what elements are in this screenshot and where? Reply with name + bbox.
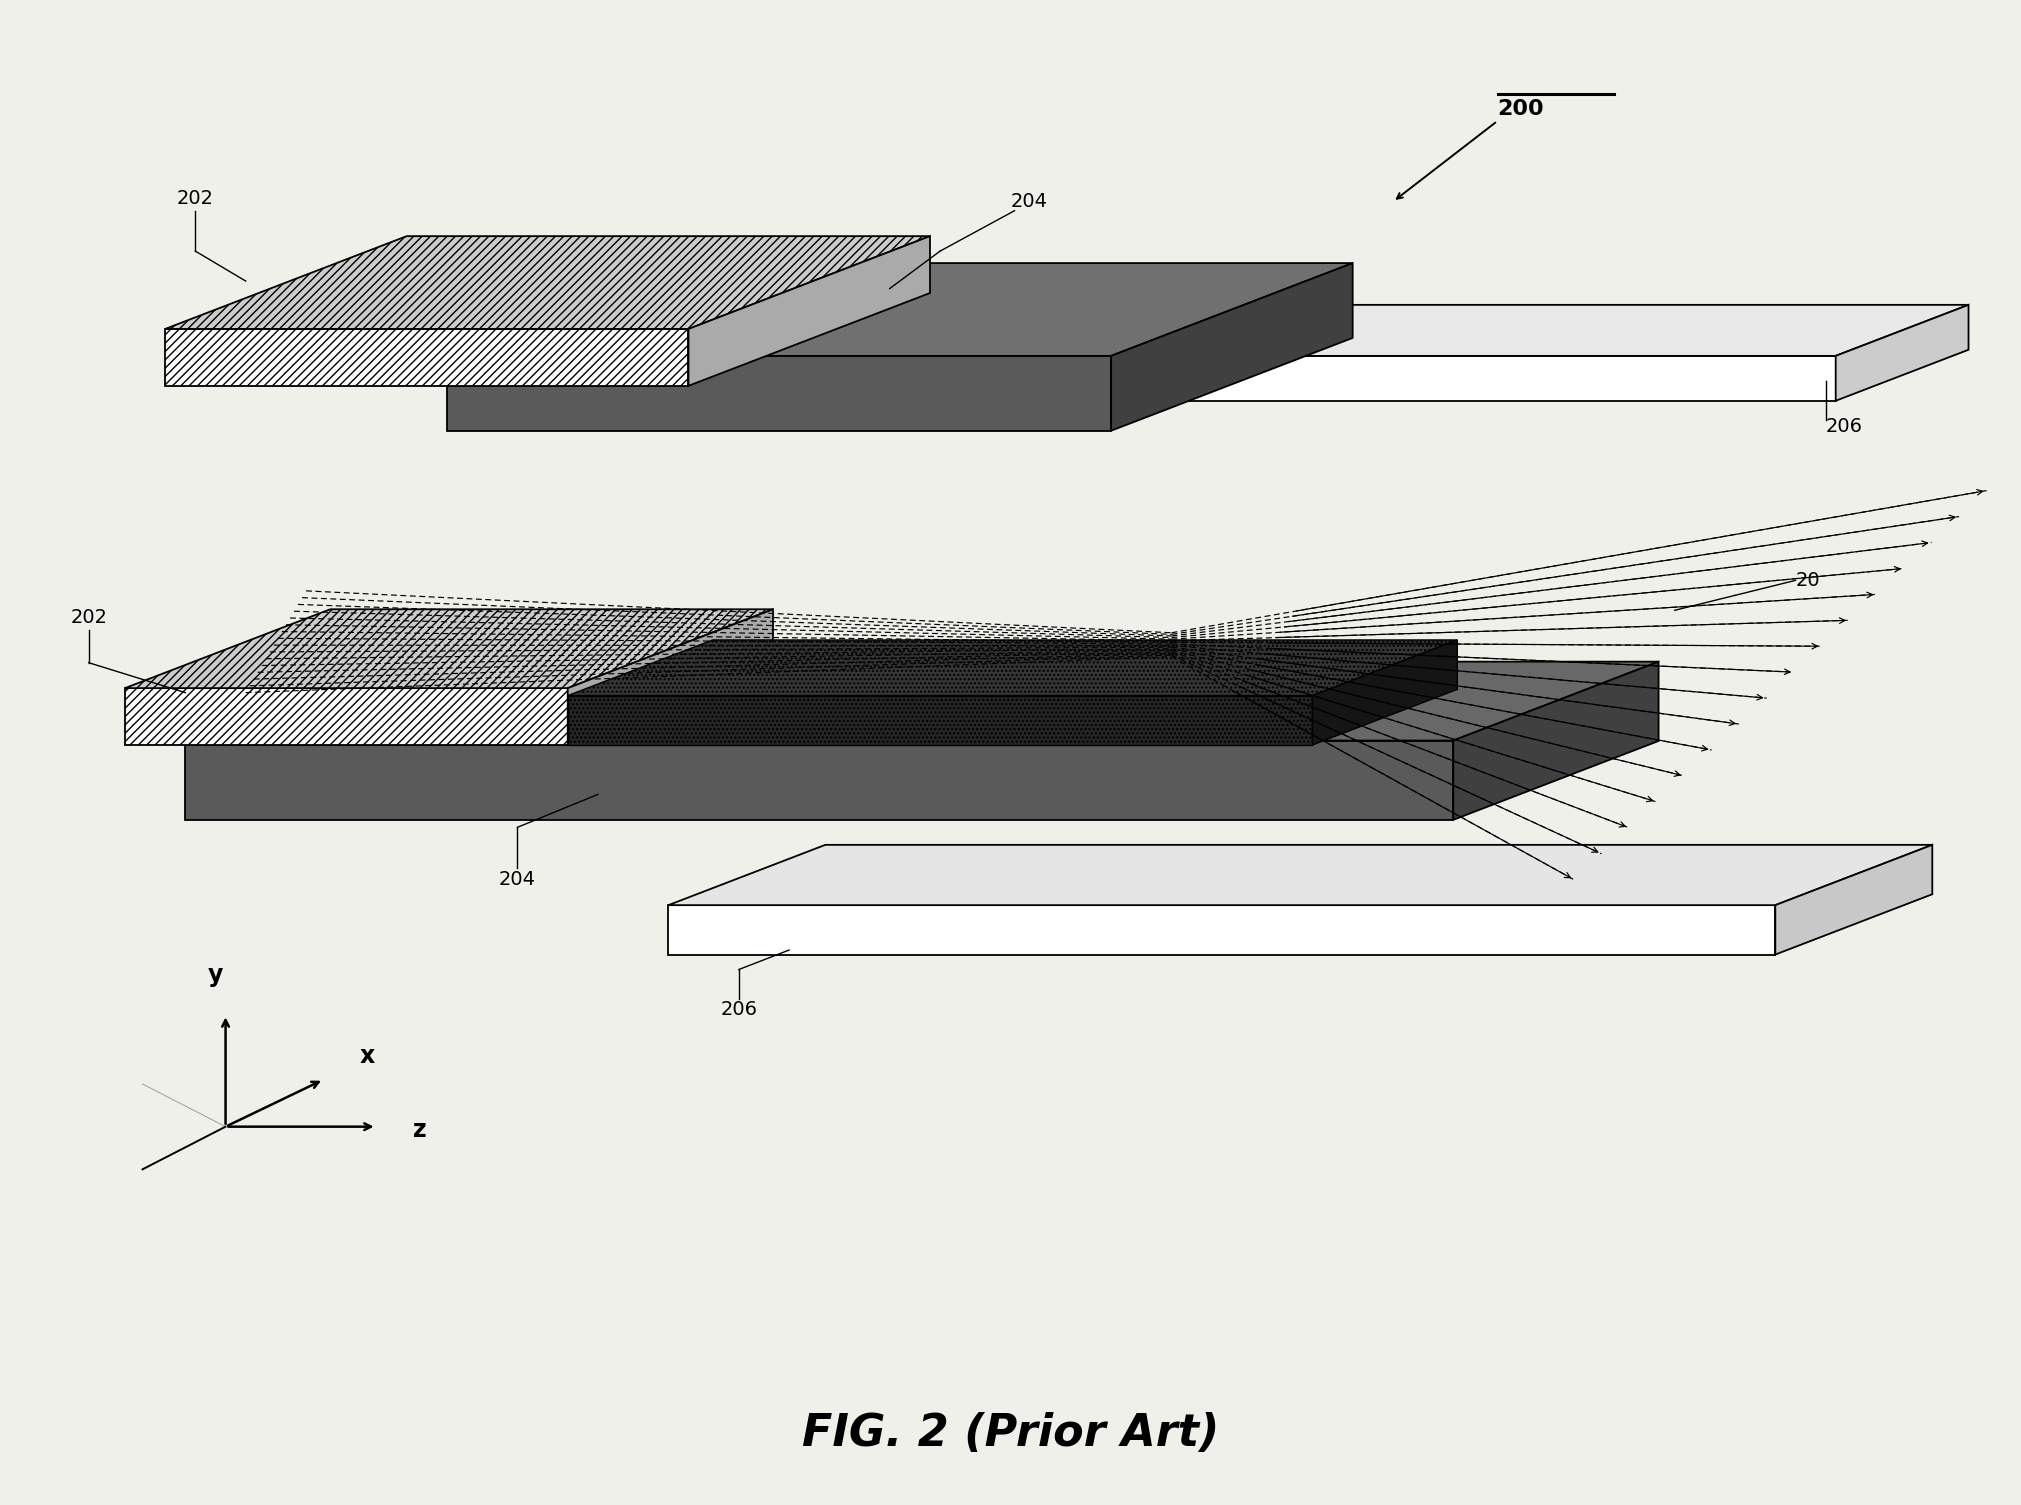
- Polygon shape: [909, 355, 1835, 400]
- Polygon shape: [447, 263, 1352, 355]
- Text: 204: 204: [1010, 193, 1047, 211]
- Polygon shape: [166, 330, 689, 385]
- Polygon shape: [186, 740, 1453, 820]
- Polygon shape: [669, 844, 1932, 905]
- Polygon shape: [1774, 844, 1932, 954]
- Polygon shape: [1453, 662, 1659, 820]
- Text: z: z: [412, 1118, 426, 1142]
- Polygon shape: [689, 236, 930, 385]
- Polygon shape: [125, 688, 568, 745]
- Polygon shape: [568, 640, 1457, 695]
- Text: 202: 202: [71, 608, 107, 628]
- Text: y: y: [208, 963, 222, 987]
- Polygon shape: [568, 610, 772, 745]
- Polygon shape: [166, 236, 930, 330]
- Polygon shape: [669, 905, 1774, 954]
- Text: FIG. 2 (Prior Art): FIG. 2 (Prior Art): [802, 1412, 1219, 1455]
- Text: 202: 202: [178, 190, 214, 208]
- Polygon shape: [909, 306, 1968, 355]
- Polygon shape: [1112, 263, 1352, 430]
- Text: 206: 206: [1825, 417, 1863, 436]
- Text: 204: 204: [499, 870, 536, 889]
- Polygon shape: [1835, 306, 1968, 400]
- Text: 200: 200: [1498, 99, 1544, 119]
- Polygon shape: [125, 610, 772, 688]
- Text: 20: 20: [1795, 570, 1821, 590]
- Text: 206: 206: [719, 1001, 758, 1019]
- Polygon shape: [447, 355, 1112, 430]
- Polygon shape: [568, 695, 1312, 745]
- Polygon shape: [1312, 640, 1457, 745]
- Text: x: x: [360, 1043, 376, 1067]
- Polygon shape: [186, 662, 1659, 740]
